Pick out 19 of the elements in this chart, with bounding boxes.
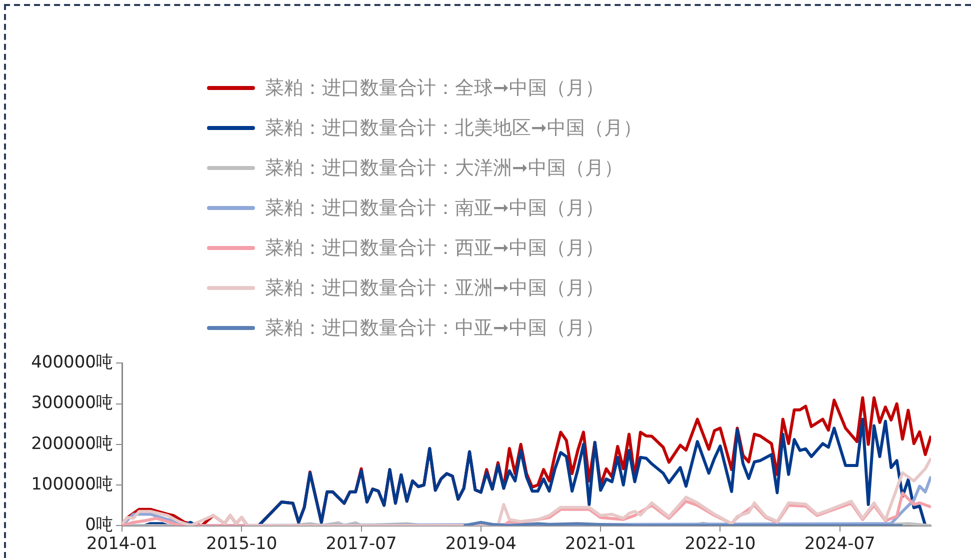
x-tick-label: 2019-04 <box>445 534 516 554</box>
y-tick-label: 200000吨 <box>31 434 113 454</box>
x-tick-label: 2015-10 <box>206 534 278 554</box>
y-tick-label: 0吨 <box>85 515 113 536</box>
y-tick-label: 400000吨 <box>31 352 113 373</box>
legend-label: 菜粕：进口数量合计：南亚➞中国（月） <box>265 196 604 221</box>
x-tick-label: 2017-07 <box>326 534 397 554</box>
x-tick-label: 2014-01 <box>86 534 158 554</box>
y-tick-label: 100000吨 <box>31 474 113 494</box>
x-tick-label: 2024-07 <box>804 534 876 554</box>
legend-label: 菜粕：进口数量合计：亚洲➞中国（月） <box>265 276 604 301</box>
legend-label: 菜粕：进口数量合计：大洋洲➞中国（月） <box>265 156 623 181</box>
legend-label: 菜粕：进口数量合计：北美地区➞中国（月） <box>265 116 642 141</box>
x-tick-label: 2022-10 <box>684 534 756 554</box>
x-tick-label: 2021-01 <box>565 534 636 554</box>
y-tick-label: 300000吨 <box>31 393 113 414</box>
legend-label: 菜粕：进口数量合计：中亚➞中国（月） <box>265 316 604 341</box>
legend-label: 菜粕：进口数量合计：全球➞中国（月） <box>265 76 604 101</box>
legend-label: 菜粕：进口数量合计：西亚➞中国（月） <box>265 236 604 261</box>
